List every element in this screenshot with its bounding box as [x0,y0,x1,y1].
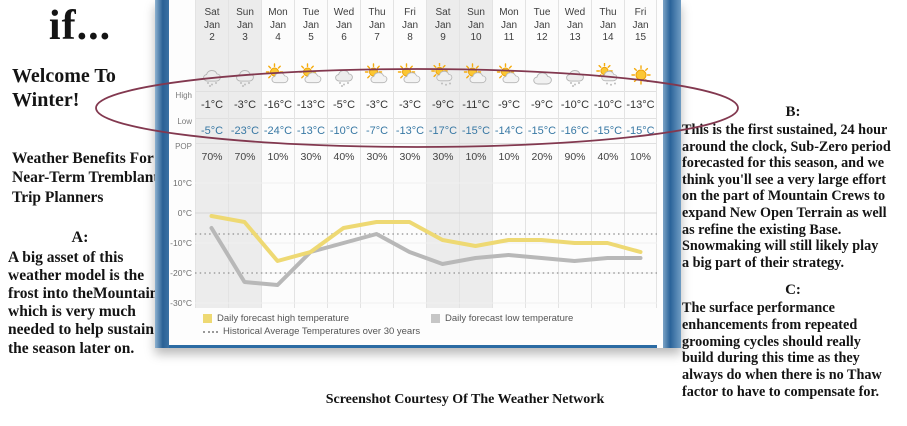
high-temp: -1°C [196,91,228,118]
legend-low-swatch [431,314,440,323]
sun-cloud-icon [460,59,492,91]
day-header: Mon Jan 11 [499,7,519,43]
legend-high-label: Daily forecast high temperature [217,313,350,324]
legend-low-label: Daily forecast low temperature [445,313,574,324]
y-axis-tick: 10°C [173,178,192,188]
page-title: if... [48,3,112,49]
high-temp: -9°C [427,91,459,118]
low-temp: -24°C [262,118,294,143]
widget-left-bar [155,0,169,348]
day-header: Sun Jan 3 [236,7,254,43]
high-row-label: High [175,91,192,100]
day-header: Wed Jan 6 [333,7,355,43]
benefits-text: Weather Benefits For Near-Term Tremblant… [12,149,159,206]
high-temp: -10°C [559,91,591,118]
snow-cloud-icon [229,59,261,91]
weather-widget: High Low POP 10°C 0°C -10°C -20°C -30°C Sat J… [155,0,681,348]
note-a-label: A: [71,228,89,246]
low-temp: -15°C [526,118,558,143]
row-label-column: High Low POP 10°C 0°C -10°C -20°C -30°C [169,0,195,308]
sun-snow-cloud-icon [427,59,459,91]
caption: Screenshot Courtesy Of The Weather Netwo… [325,392,605,407]
day-header: Sat Jan 2 [203,7,221,43]
day-header: Sat Jan 9 [434,7,452,43]
sun-snow-cloud-icon [592,59,624,91]
day-header: Wed Jan 13 [564,7,586,43]
sun-cloud-icon [295,59,327,91]
note-a-text: A big asset of this weather model is the… [8,248,159,357]
note-b-label: B: [785,104,801,120]
low-temp: -16°C [559,118,591,143]
note-c-label: C: [785,282,801,299]
legend-historical-label: Historical Average Temperatures over 30 … [223,326,421,337]
snow-cloud-icon [559,59,591,91]
high-temp: -9°C [493,91,525,118]
day-header: Tue Jan 5 [302,7,320,43]
high-temp: -11°C [460,91,492,118]
high-temp: -16°C [262,91,294,118]
note-b-text: This is the first sustained, 24 hour aro… [682,122,891,271]
high-temp: -13°C [625,91,656,118]
low-temp: -23°C [229,118,261,143]
low-temp: -13°C [394,118,426,143]
high-temp: -5°C [328,91,360,118]
left-column: if... Welcome To Winter! Weather Benefit… [0,0,160,358]
low-temp: -7°C [361,118,393,143]
high-temp: -13°C [295,91,327,118]
legend-high-swatch [203,314,212,323]
y-axis-tick: 0°C [177,208,192,218]
high-temp: -3°C [361,91,393,118]
high-temp: -10°C [592,91,624,118]
day-header: Sun Jan 10 [467,7,485,43]
chart-high-line [209,214,643,263]
cloud-icon [526,59,558,91]
y-axis-tick: -10°C [170,238,192,248]
day-header: Thu Jan 14 [599,7,617,43]
low-temp: -13°C [295,118,327,143]
sun-cloud-icon [361,59,393,91]
low-temp: -10°C [328,118,360,143]
low-temp: -15°C [625,118,656,143]
widget-bottom-border [169,345,657,348]
low-temp: -15°C [460,118,492,143]
chart-low-line [209,226,643,287]
welcome-heading: Welcome To Winter! [12,65,116,112]
forecast-chart [195,182,657,304]
low-temp: -15°C [592,118,624,143]
low-temp: -5°C [196,118,228,143]
day-header: Fri Jan 15 [632,7,649,43]
day-header: Thu Jan 7 [368,7,386,43]
y-axis-tick: -20°C [170,268,192,278]
widget-content: High Low POP 10°C 0°C -10°C -20°C -30°C Sat J… [169,0,657,348]
day-header: Mon Jan 4 [268,7,288,43]
day-header: Fri Jan 8 [401,7,419,43]
y-axis-tick: -30°C [170,298,192,308]
sun-cloud-icon [493,59,525,91]
sun-cloud-icon [394,59,426,91]
high-temp: -3°C [394,91,426,118]
high-temp: -9°C [526,91,558,118]
right-column: B: This is the first sustained, 24 hour … [682,104,904,400]
note-c-text: The surface performance enhancements fro… [682,300,882,400]
sun-icon [625,59,656,91]
high-temp: -3°C [229,91,261,118]
low-row-label: Low [177,117,192,126]
snow-cloud-icon [196,59,228,91]
day-header: Tue Jan 12 [533,7,551,43]
snow-cloud-icon [328,59,360,91]
low-temp: -17°C [427,118,459,143]
widget-right-bar [663,0,681,348]
pop-row-label: POP [175,142,192,151]
legend-historical-swatch [203,330,218,333]
low-temp: -14°C [493,118,525,143]
sun-cloud-icon [262,59,294,91]
